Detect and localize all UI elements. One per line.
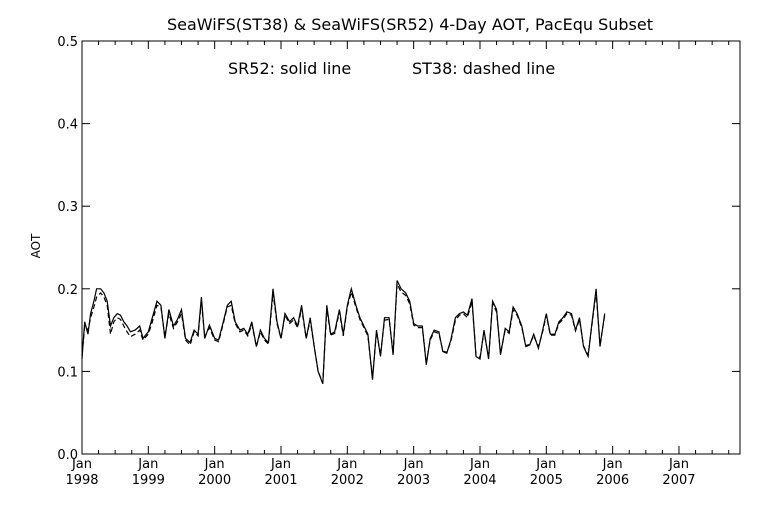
chart-title: SeaWiFS(ST38) & SeaWiFS(SR52) 4-Day AOT,… [167, 15, 653, 34]
plot-frame [81, 40, 741, 455]
x-tick-month: Jan [270, 457, 291, 472]
x-tick-year: 2004 [463, 473, 496, 488]
x-tick-year: 2000 [198, 473, 231, 488]
x-tick-year: 2005 [530, 473, 563, 488]
x-tick-year: 1998 [65, 473, 98, 488]
y-tick-label: 0.5 [57, 35, 78, 50]
x-tick-month: Jan [336, 457, 357, 472]
x-tick-year: 2007 [662, 473, 695, 488]
y-tick-label: 0.0 [57, 448, 78, 463]
x-tick-year: 2002 [331, 473, 364, 488]
annotation-sr52: SR52: solid line [228, 59, 351, 78]
x-tick-year: 1999 [132, 473, 165, 488]
x-tick-month: Jan [204, 457, 225, 472]
y-tick-label: 0.4 [57, 118, 78, 133]
x-tick-year: 2006 [596, 473, 629, 488]
x-tick-month: Jan [403, 457, 424, 472]
annotation-st38: ST38: dashed line [412, 59, 555, 78]
x-tick-year: 2001 [264, 473, 297, 488]
x-tick-month: Jan [535, 457, 556, 472]
y-axis-label: AOT [29, 233, 43, 258]
series-line-st38 [81, 281, 606, 384]
x-tick-month: Jan [668, 457, 689, 472]
series-line-sr52 [81, 280, 606, 385]
y-tick-label: 0.1 [57, 365, 78, 380]
x-tick-year: 2003 [397, 473, 430, 488]
axes: 0.00.10.20.30.40.5Jan1998Jan1999Jan2000J… [57, 35, 740, 488]
x-tick-month: Jan [137, 457, 158, 472]
series-layer [81, 280, 606, 385]
y-tick-label: 0.3 [57, 200, 78, 215]
x-tick-month: Jan [602, 457, 623, 472]
x-tick-month: Jan [469, 457, 490, 472]
x-tick-month: Jan [71, 457, 92, 472]
y-tick-label: 0.2 [57, 283, 78, 298]
